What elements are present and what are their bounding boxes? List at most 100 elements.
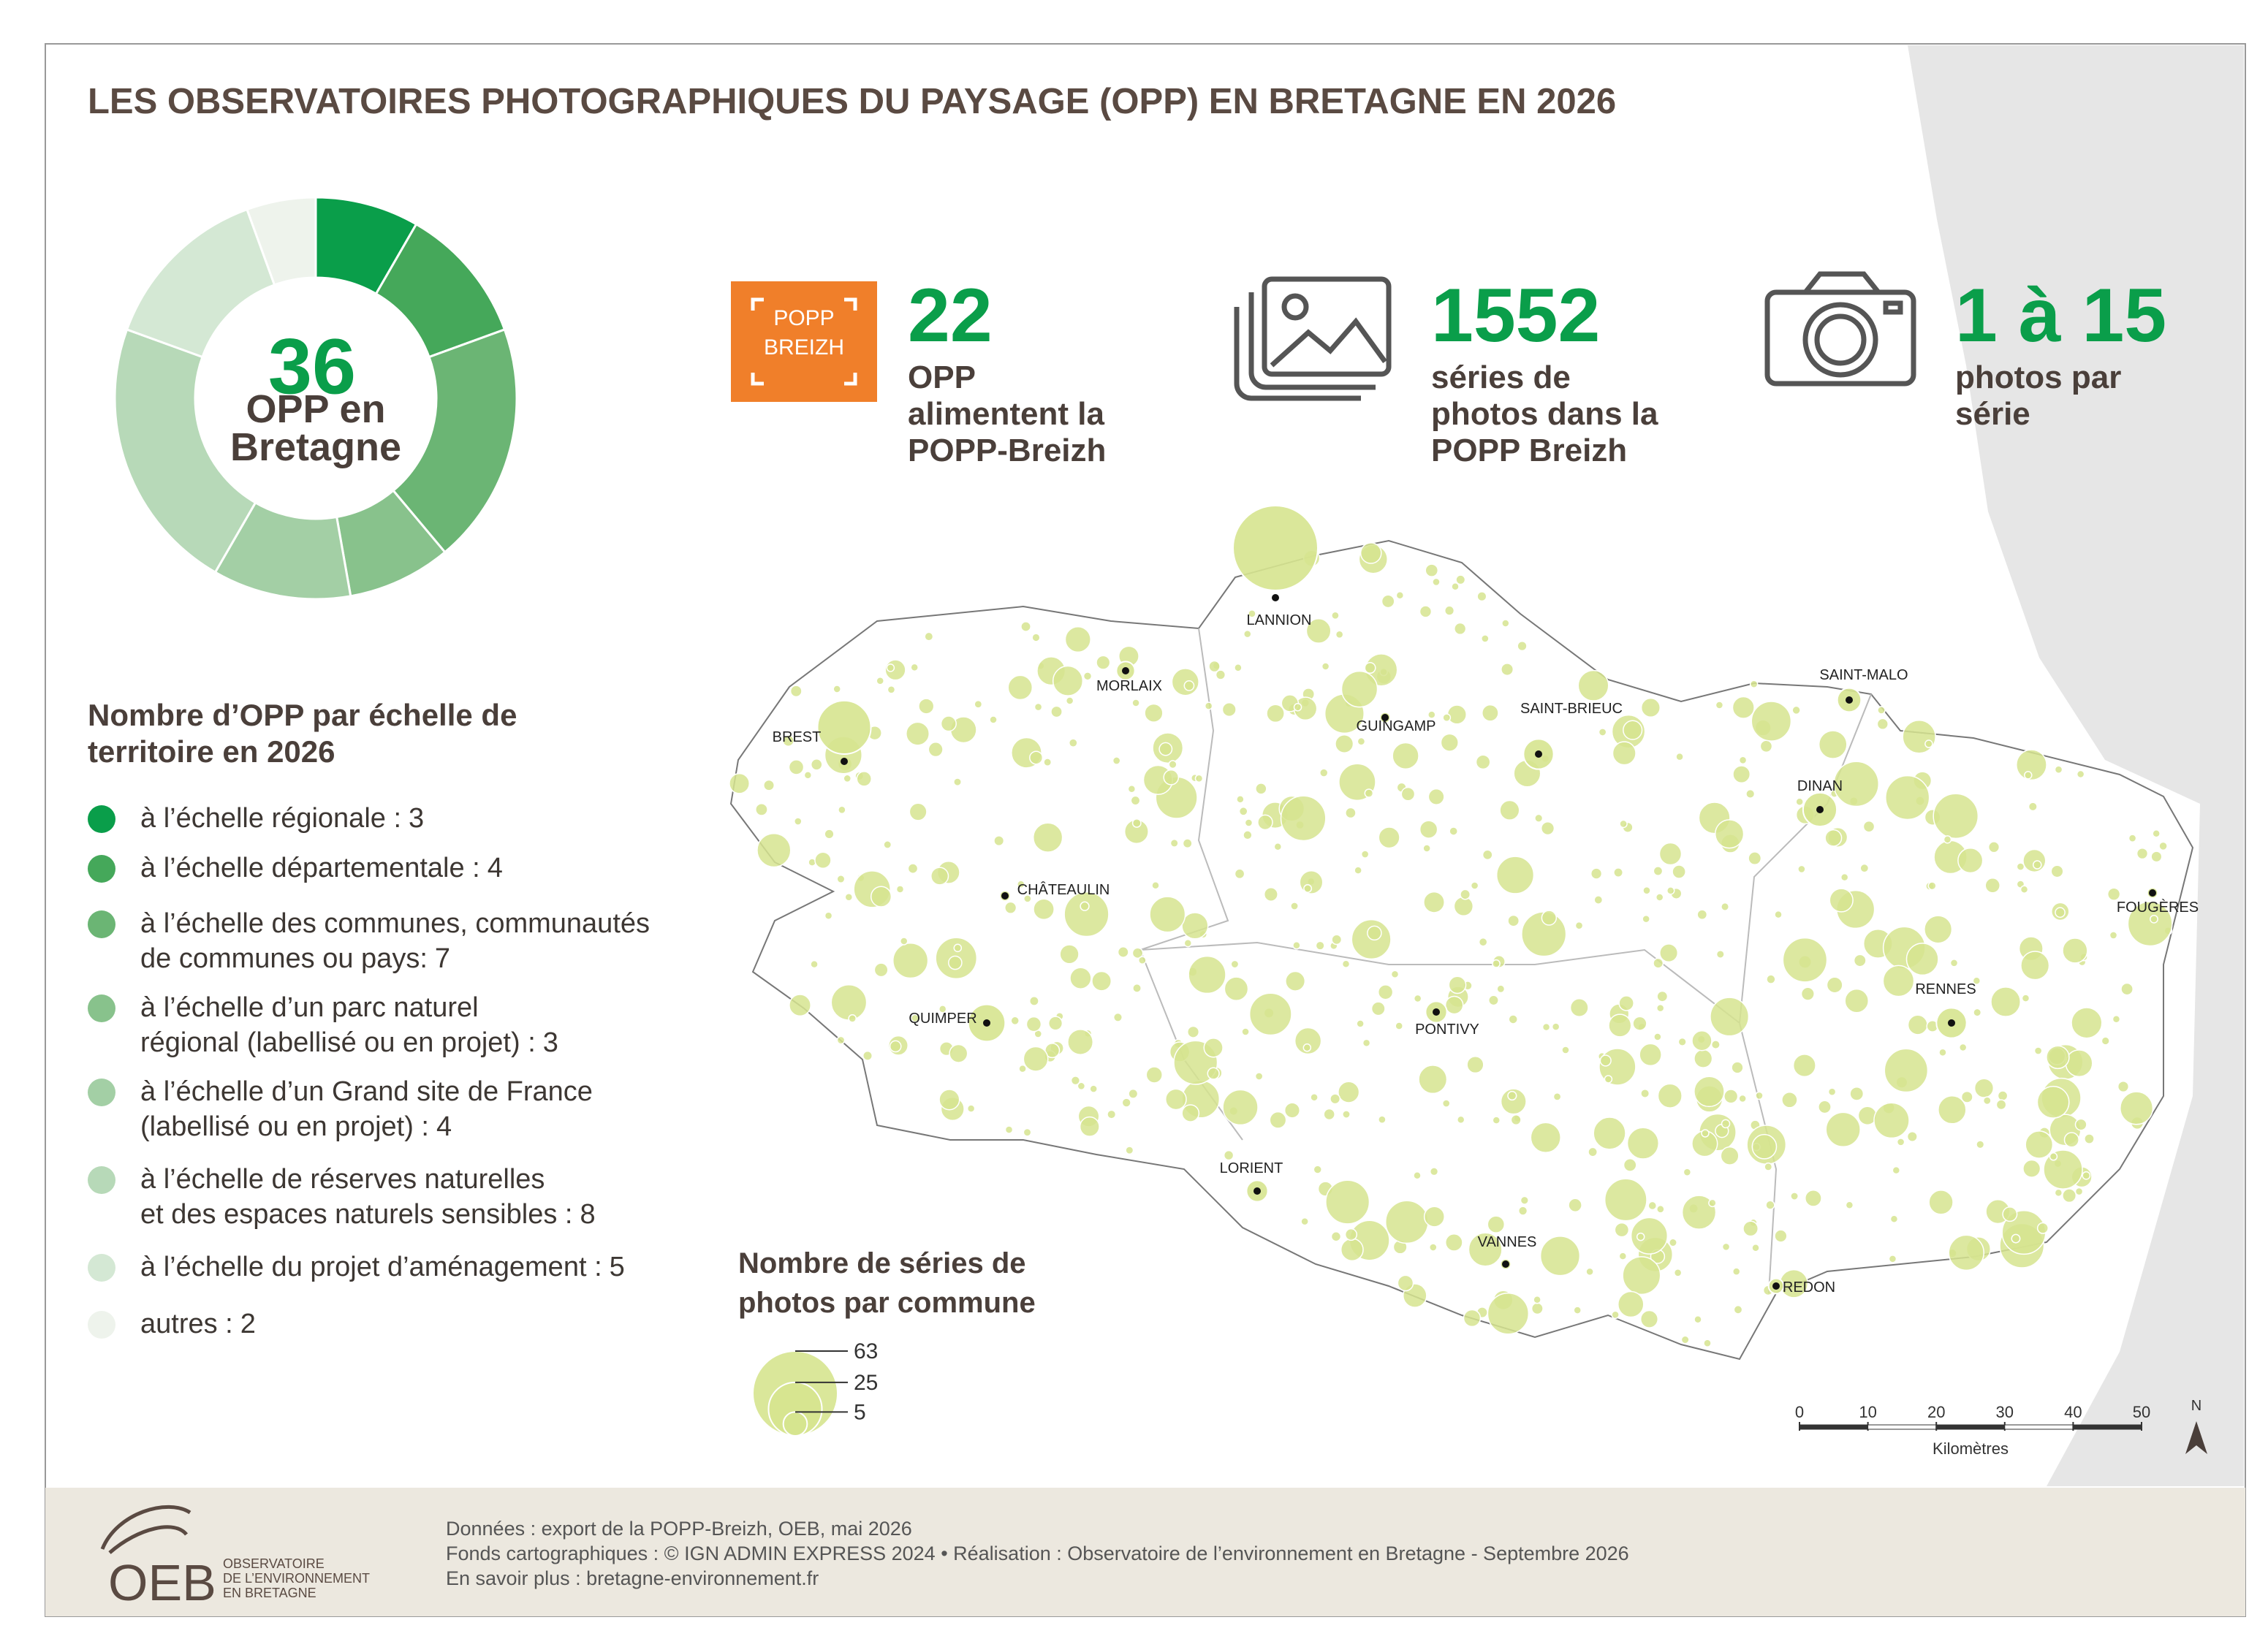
map-texture-dot — [1145, 1066, 1163, 1084]
map-texture-dot — [1906, 1130, 1918, 1143]
stat-label: photos dans la — [1431, 396, 1658, 433]
map-texture-dot — [2049, 1152, 2058, 1161]
stat-value: 1552 — [1431, 278, 1600, 354]
map-texture-dot — [1440, 733, 1459, 752]
city-dot — [1122, 667, 1129, 674]
map-texture-dot — [1721, 902, 1730, 911]
map-texture-dot — [1642, 914, 1650, 924]
city-dot — [983, 1019, 990, 1027]
size-legend-title: photos par commune — [738, 1287, 1036, 1319]
photos-icon — [1234, 276, 1392, 401]
map-texture-dot — [1082, 672, 1093, 681]
map-texture-dot — [1392, 742, 1419, 770]
map-texture-dot — [1751, 701, 1792, 742]
map-texture-dot — [1656, 1003, 1665, 1013]
map-texture-dot — [1905, 943, 1939, 976]
legend-label: (labellisé ou en projet) : — [140, 1111, 429, 1142]
footer-line: Fonds cartographiques : © IGN ADMIN EXPR… — [446, 1541, 1629, 1566]
map-texture-dot — [1614, 1222, 1630, 1238]
map-texture-dot — [1574, 921, 1584, 930]
map-texture-dot — [1539, 1236, 1581, 1277]
map-texture-dot — [892, 942, 929, 979]
city-dot — [841, 758, 848, 765]
map-texture-dot — [1345, 807, 1357, 819]
map-texture-dot — [1824, 829, 1843, 847]
map-texture-dot — [1341, 959, 1351, 968]
map-texture-dot — [1244, 818, 1254, 827]
map-texture-dot — [1183, 680, 1195, 691]
scale-label: 20 — [1927, 1403, 1945, 1421]
map-texture-dot — [1091, 970, 1112, 992]
map-texture-dot — [910, 663, 919, 672]
legend-value: 5 — [609, 1252, 625, 1282]
map-texture-dot — [1188, 955, 1226, 994]
map-texture-dot — [2028, 802, 2038, 812]
map-texture-dot — [1367, 925, 1382, 941]
map-texture-dot — [1765, 1200, 1775, 1210]
map-texture-dot — [1023, 894, 1032, 903]
map-texture-dot — [1653, 866, 1664, 876]
map-texture-dot — [1446, 704, 1467, 725]
map-texture-dot — [2101, 1036, 2110, 1046]
map-texture-dot — [1330, 1231, 1342, 1242]
map-texture-dot — [1721, 1242, 1731, 1252]
map-texture-dot — [1128, 1088, 1139, 1099]
legend-title-text: territoire en 2026 — [88, 734, 335, 769]
map-texture-dot — [1018, 1064, 1027, 1073]
map-texture-dot — [1710, 1040, 1721, 1050]
map-texture-dot — [1541, 910, 1558, 926]
map-texture-dot — [1454, 622, 1467, 636]
legend-line: à l’échelle de réserves naturelles — [140, 1162, 596, 1197]
map-texture-dot — [1681, 1195, 1717, 1230]
map-texture-dot — [1510, 1114, 1522, 1126]
city-label: SAINT-MALO — [1819, 667, 1908, 683]
map-texture-dot — [1781, 1091, 1798, 1108]
map-texture-dot — [2074, 1118, 2087, 1131]
map-texture-dot — [1877, 706, 1886, 715]
map-texture-dot — [1492, 1116, 1501, 1125]
scale-segment — [2004, 1424, 2074, 1430]
map-texture-dot — [2024, 771, 2033, 780]
map-texture-dot — [1238, 806, 1248, 816]
legend-text: à l’échelle du projet d’aménagement :5 — [140, 1249, 625, 1285]
map-texture-dot — [1023, 1046, 1049, 1072]
stat-label-text: série — [1955, 396, 2030, 432]
map-texture-dot — [1302, 1043, 1312, 1052]
map-texture-dot — [1577, 669, 1609, 701]
map-texture-dot — [1982, 1096, 1992, 1106]
map-texture-dot — [2112, 1015, 2121, 1024]
map-texture-dot — [2054, 765, 2063, 774]
map-texture-dot — [1079, 1116, 1100, 1137]
map-texture-dot — [1924, 915, 1953, 944]
legend-line: à l’échelle d’un parc naturel — [140, 990, 558, 1025]
map-texture-dot — [1194, 774, 1204, 783]
map-texture-dot — [1223, 1149, 1234, 1161]
map-texture-dot — [907, 863, 919, 874]
map-texture-dot — [1782, 937, 1828, 983]
map-texture-dot — [1466, 1055, 1484, 1074]
stat-value-text: 1 à 15 — [1955, 273, 2167, 358]
map-texture-dot — [1495, 856, 1535, 894]
map-texture-dot — [1182, 838, 1193, 849]
map-texture-dot — [1125, 1146, 1134, 1155]
map-texture-dot — [2120, 1091, 2154, 1125]
map-texture-dot — [1203, 1038, 1224, 1058]
map-texture-dot — [1818, 1100, 1832, 1114]
map-texture-dot — [1501, 663, 1514, 677]
map-texture-dot — [1732, 696, 1755, 719]
map-texture-dot — [1323, 1108, 1335, 1121]
map-texture-dot — [1791, 705, 1801, 715]
map-texture-dot — [1593, 1117, 1626, 1150]
map-texture-dot — [2076, 769, 2085, 779]
map-texture-dot — [2055, 907, 2066, 918]
map-texture-dot — [2084, 1133, 2095, 1144]
map-texture-dot — [1423, 1206, 1445, 1228]
map-texture-dot — [1025, 1016, 1042, 1032]
map-texture-dot — [1533, 1296, 1541, 1304]
map-texture-dot — [1639, 1043, 1662, 1067]
map-texture-dot — [844, 892, 854, 902]
map-texture-dot — [1630, 1217, 1669, 1255]
stat-value-text: 1552 — [1431, 273, 1601, 358]
camera-icon — [1764, 271, 1916, 387]
map-texture-dot — [938, 1089, 960, 1111]
